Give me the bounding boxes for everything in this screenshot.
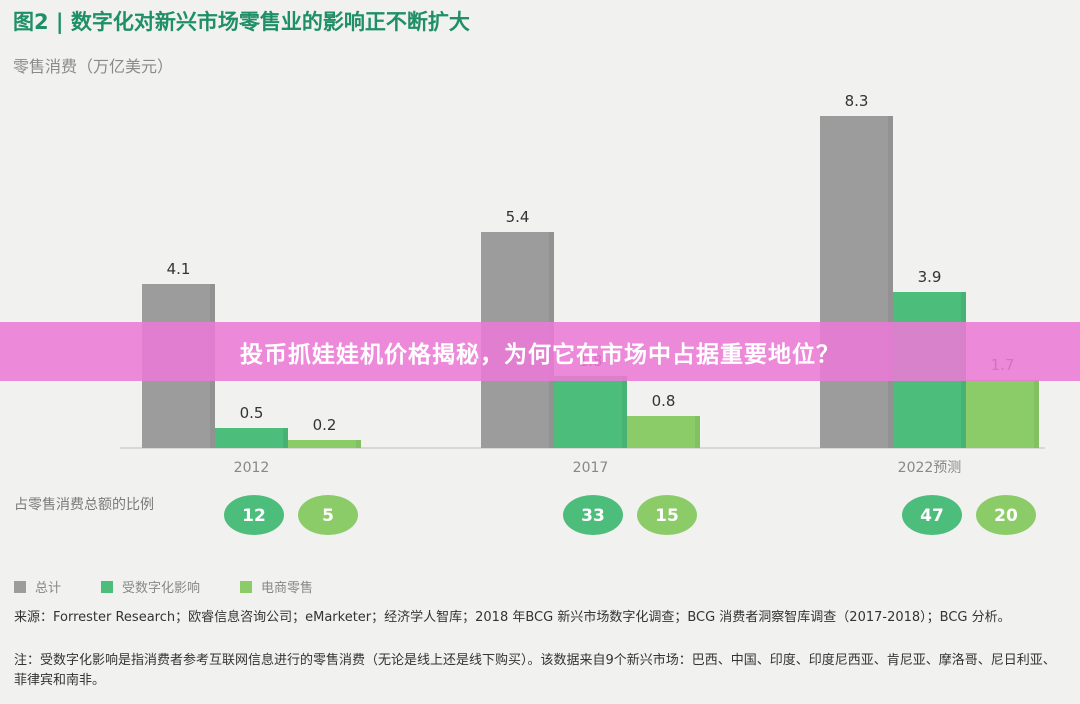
bar-digital-1 bbox=[554, 376, 627, 448]
bar-shade-ecommerce-1 bbox=[695, 416, 700, 448]
share-value-digital-1: 33 bbox=[581, 506, 605, 526]
legend-label-ecommerce: 电商零售 bbox=[261, 581, 314, 596]
share-pill-ecommerce-2 bbox=[976, 495, 1036, 535]
share-value-ecommerce-2: 20 bbox=[994, 506, 1018, 526]
legend-item-total: 总计 bbox=[14, 577, 61, 596]
data-label-digital-2: 3.9 bbox=[918, 268, 942, 286]
figure-title: 图2 | 数字化对新兴市场零售业的影响正不断扩大 bbox=[13, 10, 470, 34]
footnote: 注：受数字化影响是指消费者参考互联网信息进行的零售消费（无论是线上还是线下购买）… bbox=[14, 653, 1056, 688]
data-label-total-1: 5.4 bbox=[506, 208, 530, 226]
legend-label-digital: 受数字化影响 bbox=[122, 581, 201, 596]
legend-label-total: 总计 bbox=[35, 581, 62, 596]
y-axis-unit-label: 零售消费（万亿美元） bbox=[13, 57, 174, 76]
share-pill-digital-2 bbox=[902, 495, 962, 535]
source-note: 来源：Forrester Research；欧睿信息咨询公司；eMarketer… bbox=[14, 610, 1011, 625]
bar-digital-0 bbox=[215, 428, 288, 448]
x-tick-label-2: 2022预测 bbox=[898, 460, 962, 476]
bar-shade-total-2 bbox=[888, 116, 893, 448]
share-value-digital-0: 12 bbox=[242, 506, 266, 526]
share-value-digital-2: 47 bbox=[920, 506, 944, 526]
data-label-total-2: 8.3 bbox=[845, 92, 869, 110]
data-label-ecommerce-1: 0.8 bbox=[652, 392, 676, 410]
x-tick-label-1: 2017 bbox=[573, 460, 609, 476]
bar-shade-digital-1 bbox=[622, 376, 627, 448]
legend-swatch-digital bbox=[101, 580, 114, 593]
bar-ecommerce-0 bbox=[288, 440, 361, 448]
legend-item-ecommerce: 电商零售 bbox=[240, 577, 313, 596]
share-value-ecommerce-0: 5 bbox=[322, 506, 334, 526]
data-label-ecommerce-0: 0.2 bbox=[313, 416, 337, 434]
share-pill-ecommerce-0 bbox=[298, 495, 358, 535]
bar-shade-ecommerce-2 bbox=[1034, 380, 1039, 448]
x-tick-label-0: 2012 bbox=[234, 460, 270, 476]
legend: 总计 受数字化影响 电商零售 bbox=[14, 577, 313, 596]
bar-ecommerce-1 bbox=[627, 416, 700, 448]
data-label-digital-0: 0.5 bbox=[240, 404, 264, 422]
share-pill-digital-0 bbox=[224, 495, 284, 535]
overlay-banner: 投币抓娃娃机价格揭秘，为何它在市场中占据重要地位？ bbox=[0, 322, 1080, 381]
share-value-ecommerce-1: 15 bbox=[655, 506, 679, 526]
legend-item-digital: 受数字化影响 bbox=[101, 577, 200, 596]
bar-shade-digital-0 bbox=[283, 428, 288, 448]
legend-swatch-ecommerce bbox=[240, 580, 253, 593]
banner-text: 投币抓娃娃机价格揭秘，为何它在市场中占据重要地位？ bbox=[240, 341, 840, 368]
bar-ecommerce-2 bbox=[966, 380, 1039, 448]
bar-total-2 bbox=[820, 116, 893, 448]
share-pill-ecommerce-1 bbox=[637, 495, 697, 535]
data-label-total-0: 4.1 bbox=[167, 260, 191, 278]
share-row-title: 占零售消费总额的比例 bbox=[14, 497, 154, 513]
legend-swatch-total bbox=[14, 580, 26, 593]
bar-shade-ecommerce-0 bbox=[356, 440, 361, 448]
share-pill-digital-1 bbox=[563, 495, 623, 535]
